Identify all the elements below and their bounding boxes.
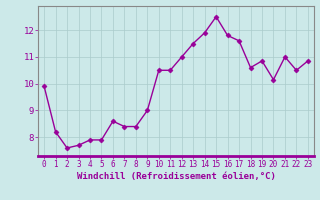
X-axis label: Windchill (Refroidissement éolien,°C): Windchill (Refroidissement éolien,°C) [76,172,276,181]
